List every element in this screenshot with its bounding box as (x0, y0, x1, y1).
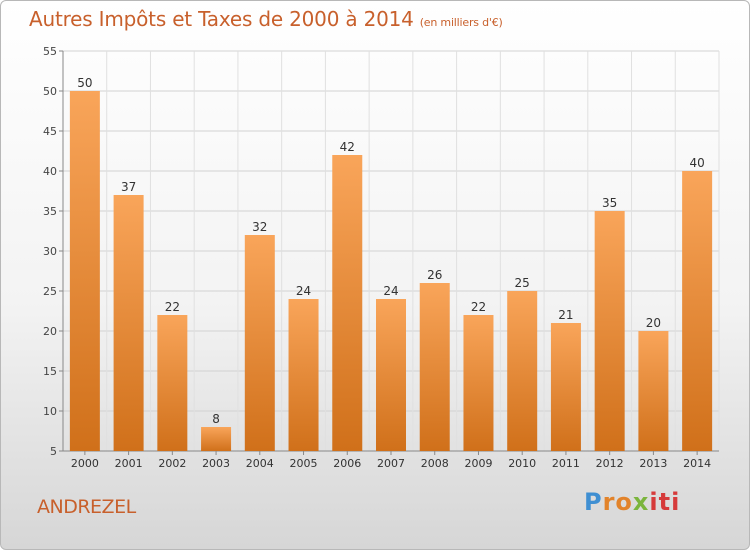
x-tick-label-2014: 2014 (683, 457, 711, 470)
data-label-2003: 8 (212, 412, 220, 426)
bar-2003 (201, 427, 232, 451)
data-label-2011: 21 (558, 308, 573, 322)
x-tick-label-2002: 2002 (158, 457, 186, 470)
bar-2008 (419, 283, 450, 451)
bar-2006 (332, 155, 363, 451)
labels: 5 10 15 20 25 30 35 40 45 50 55 50 2000 37 2001 22 2002 8… (43, 45, 711, 470)
bar-2007 (376, 299, 406, 451)
data-label-2000: 50 (77, 76, 92, 90)
x-tick-label-2007: 2007 (377, 457, 405, 470)
title-text: Autres Impôts et Taxes de 2000 à 2014 (29, 7, 414, 31)
bar-2005 (288, 299, 319, 451)
data-label-2010: 25 (515, 276, 530, 290)
y-tick-label: 45 (43, 125, 57, 138)
data-label-2002: 22 (165, 300, 180, 314)
x-tick-label-2008: 2008 (421, 457, 449, 470)
data-label-2009: 22 (471, 300, 486, 314)
bar-2014 (682, 171, 713, 451)
y-tick-label: 15 (43, 365, 57, 378)
y-tick-label: 5 (50, 445, 57, 458)
proxiti-logo: Proxiti (584, 488, 681, 516)
bar-2000 (69, 91, 100, 451)
title-unit: (en milliers d'€) (419, 16, 503, 29)
x-tick-label-2000: 2000 (71, 457, 99, 470)
bar-2010 (507, 291, 538, 451)
data-label-2001: 37 (121, 180, 136, 194)
x-tick-label-2006: 2006 (333, 457, 361, 470)
bar-2002 (157, 315, 188, 451)
data-label-2005: 24 (296, 284, 311, 298)
y-tick-label: 30 (43, 245, 57, 258)
bar-2009 (463, 315, 494, 451)
x-tick-label-2004: 2004 (246, 457, 274, 470)
y-tick-label: 35 (43, 205, 57, 218)
bar-2001 (113, 195, 144, 451)
y-tick-label: 50 (43, 85, 57, 98)
x-tick-label-2011: 2011 (552, 457, 580, 470)
data-label-2004: 32 (252, 220, 267, 234)
x-tick-label-2003: 2003 (202, 457, 230, 470)
bar-2012 (594, 211, 625, 451)
x-tick-label-2001: 2001 (115, 457, 143, 470)
y-tick-label: 40 (43, 165, 57, 178)
y-tick-label: 10 (43, 405, 57, 418)
place-name: ANDREZEL (37, 496, 136, 518)
chart-title: Autres Impôts et Taxes de 2000 à 2014 (en… (29, 7, 503, 31)
x-tick-label-2013: 2013 (639, 457, 667, 470)
y-tick-label: 25 (43, 285, 57, 298)
data-label-2014: 40 (689, 156, 704, 170)
bar-2013 (638, 331, 669, 451)
data-label-2012: 35 (602, 196, 617, 210)
x-tick-label-2010: 2010 (508, 457, 536, 470)
x-tick-label-2005: 2005 (290, 457, 318, 470)
data-label-2008: 26 (427, 268, 442, 282)
data-label-2007: 24 (383, 284, 398, 298)
x-tick-label-2012: 2012 (596, 457, 624, 470)
data-label-2006: 42 (340, 140, 355, 154)
y-tick-label: 20 (43, 325, 57, 338)
bar-2011 (550, 323, 581, 451)
x-tick-label-2009: 2009 (464, 457, 492, 470)
bars (69, 91, 713, 451)
bar-2004 (244, 235, 275, 451)
data-label-2013: 20 (646, 316, 661, 330)
y-tick-label: 55 (43, 45, 57, 58)
